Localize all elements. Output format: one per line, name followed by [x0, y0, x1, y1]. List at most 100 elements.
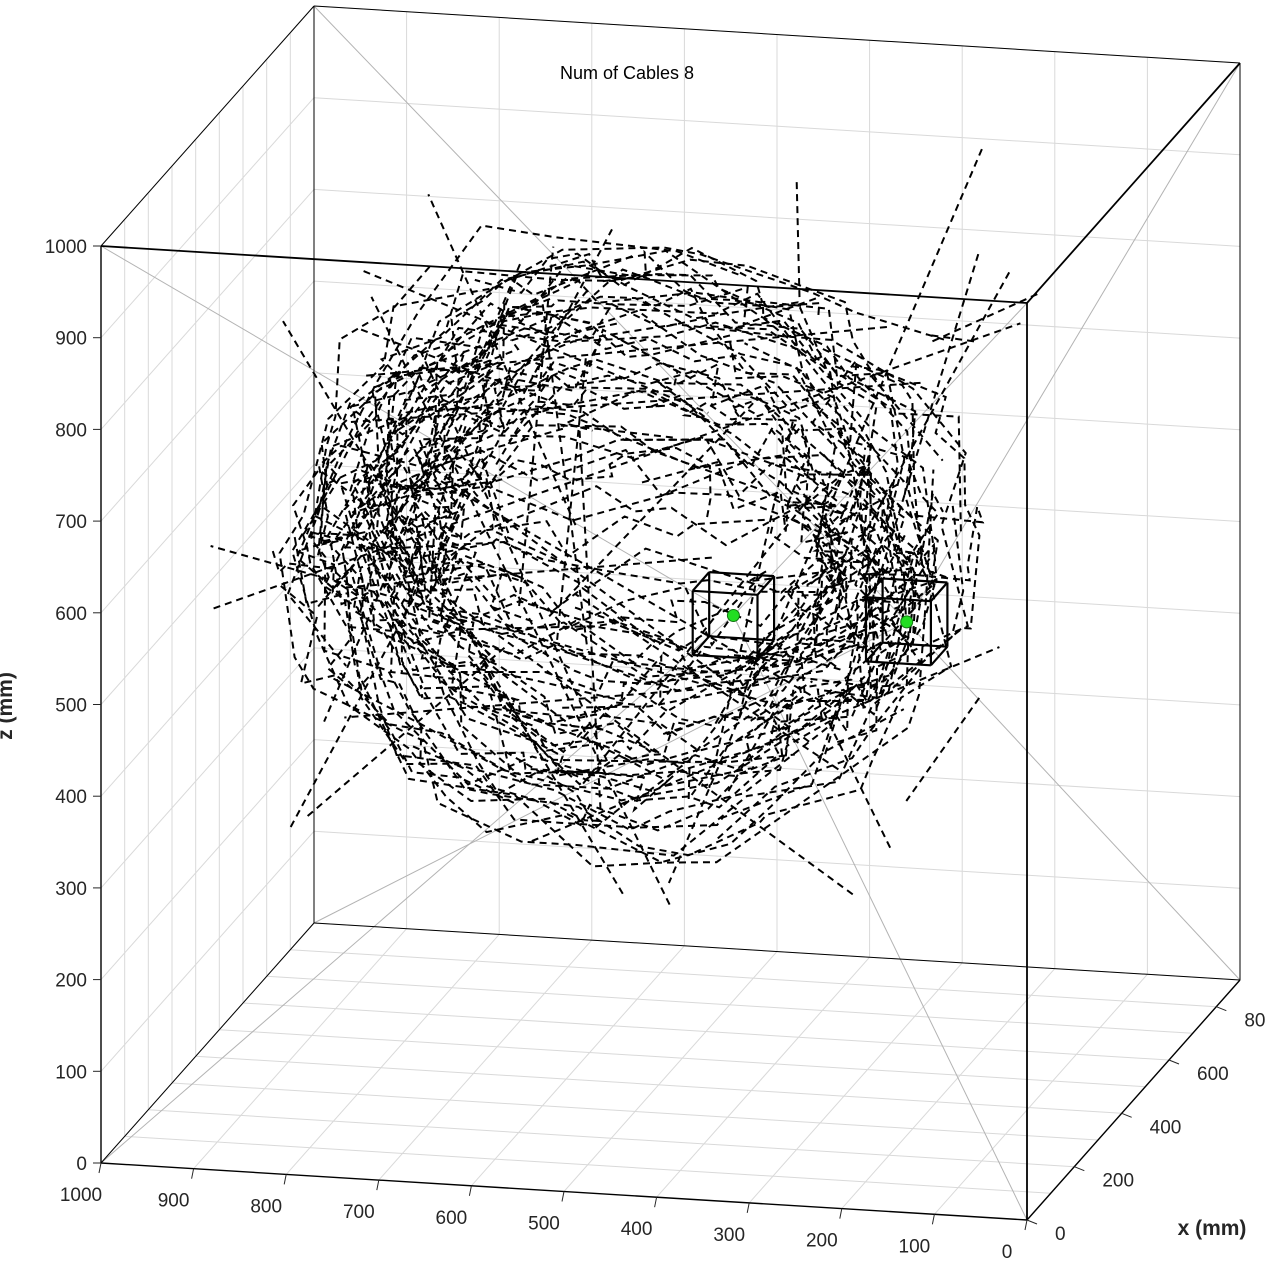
grid-line-x	[242, 1002, 1170, 1061]
cable-segment	[435, 477, 832, 708]
cable-path	[436, 359, 842, 731]
cable-segment	[289, 228, 613, 828]
grid-line-z	[100, 830, 315, 1072]
x-tick-mark	[1168, 1059, 1180, 1065]
cable-path	[382, 476, 869, 594]
grid-line-z	[100, 647, 315, 889]
cable-segment	[480, 458, 511, 538]
y-tick-mark	[376, 1180, 380, 1191]
cable-segment	[578, 429, 602, 810]
y-tick-label: 700	[343, 1202, 375, 1223]
cable-series	[210, 148, 1038, 906]
cable-path	[387, 321, 863, 778]
cable-path	[395, 303, 876, 789]
cable-segment	[807, 271, 1011, 636]
grid-line-x	[219, 1029, 1146, 1088]
x-axis-label: x (mm)	[1178, 1217, 1247, 1240]
cable-path	[293, 489, 944, 693]
x-tick-mark	[1121, 1112, 1132, 1118]
cable-path	[278, 246, 965, 857]
cable-segment	[905, 697, 981, 802]
end-effector-box-edge	[691, 571, 711, 592]
grid-line-x	[266, 975, 1193, 1034]
end-effector-box-edge	[930, 581, 949, 602]
x-tick-label: 200	[1102, 1171, 1134, 1192]
cable-path	[562, 379, 847, 662]
y-tick-label: 600	[436, 1208, 468, 1229]
x-tick-label: 400	[1150, 1117, 1182, 1138]
grid-line-z	[100, 280, 315, 522]
y-tick-mark	[283, 1174, 287, 1185]
cable-segment	[344, 688, 694, 719]
cable-segment	[427, 193, 577, 526]
grid-line-x	[171, 1082, 1099, 1141]
grid-line-y	[748, 962, 963, 1204]
cable-segment	[925, 333, 975, 343]
end-effector-box-edge	[709, 571, 775, 578]
cable-segment	[871, 376, 944, 462]
z-tick-label: 1000	[45, 237, 87, 258]
frame-edge	[313, 922, 1241, 981]
grid-line-z	[100, 97, 315, 339]
y-tick-label: 0	[1002, 1242, 1013, 1263]
grid-line-y	[656, 956, 870, 1198]
y-tick-mark	[931, 1214, 935, 1225]
end-effector-box-edge	[882, 641, 948, 648]
end-effector-box-edge	[865, 660, 931, 667]
axes-frame	[100, 5, 1241, 1221]
grid-line-x	[124, 1135, 1051, 1194]
cable-segment	[370, 296, 671, 906]
cable-segment	[518, 246, 555, 607]
y-tick-mark	[1024, 1219, 1028, 1231]
cable-segment	[213, 322, 1021, 610]
z-tick-label: 500	[55, 696, 87, 717]
cable-path	[377, 429, 887, 752]
end-effector-box-edge	[865, 577, 884, 598]
cable-path	[295, 224, 935, 868]
x-tick-label: 600	[1197, 1064, 1229, 1085]
cable-path	[365, 423, 803, 652]
anchor-line	[906, 62, 1241, 623]
end-effector-box-edge	[692, 589, 758, 596]
frame-edge	[100, 245, 1028, 304]
anchor-line	[906, 621, 1241, 981]
cable-segment	[573, 592, 839, 771]
cable-path	[360, 386, 894, 696]
grid-line-y	[471, 945, 685, 1187]
cable-path	[400, 303, 882, 757]
cable-segment	[708, 421, 794, 789]
cable-path	[504, 287, 910, 829]
y-tick-label: 400	[621, 1219, 653, 1240]
cable-segment	[345, 556, 717, 589]
x-tick-mark	[1216, 1006, 1227, 1012]
cable-segment	[930, 293, 1038, 344]
cable-segment	[546, 402, 754, 620]
grid-line-z	[100, 739, 315, 980]
end-effectors	[691, 571, 949, 667]
grid-line-y	[285, 934, 500, 1175]
end-effector-box-edge	[709, 635, 775, 642]
y-tick-label: 900	[158, 1191, 190, 1212]
frame-edge	[100, 922, 315, 1164]
y-tick-label: 500	[528, 1214, 560, 1235]
end-effector-box-edge	[756, 639, 775, 660]
cable-segment	[363, 270, 709, 414]
cable-segment	[316, 289, 589, 608]
cable-segment	[795, 182, 801, 302]
grid-line-y	[934, 973, 1148, 1215]
cable-segment	[412, 452, 810, 743]
y-tick-mark	[746, 1202, 750, 1213]
y-tick-label: 800	[250, 1196, 282, 1217]
y-tick-label: 100	[899, 1236, 931, 1257]
end-effector-marker	[726, 609, 740, 622]
y-tick-mark	[839, 1208, 843, 1219]
cable-path	[474, 246, 940, 744]
grid-line-z	[100, 555, 315, 797]
grid-line-x	[148, 1109, 1075, 1168]
cable-path	[293, 512, 948, 707]
end-effector-box-edge	[692, 653, 758, 660]
cable-path	[390, 424, 858, 670]
